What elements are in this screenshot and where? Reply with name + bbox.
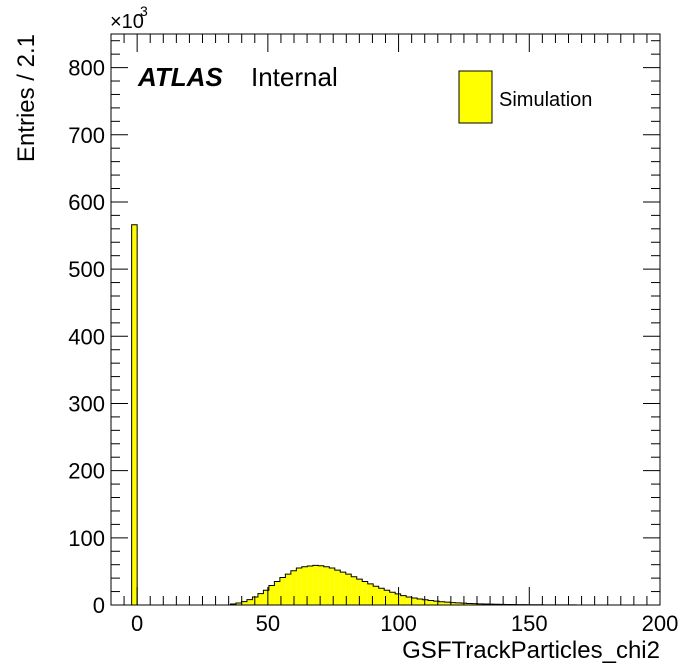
y-axis-ticks: 0 100 200 300 400 500 600 700 800	[68, 40, 660, 618]
histogram-bin	[312, 565, 319, 605]
x-axis-title: GSFTrackParticles_chi2	[402, 637, 660, 664]
atlas-label: ATLAS	[137, 62, 223, 92]
y-tick-label: 400	[68, 324, 105, 349]
y-axis-title: Entries / 2.1	[13, 34, 40, 162]
histogram-bin	[483, 603, 489, 605]
histogram-bin	[417, 598, 423, 605]
histogram-bin	[329, 568, 335, 605]
histogram-bin	[351, 576, 357, 605]
y-tick-label: 100	[68, 526, 105, 551]
histogram-bin	[345, 574, 352, 605]
histogram-bin	[378, 588, 385, 605]
x-tick-label: 200	[642, 611, 679, 636]
x-tick-label: 0	[131, 611, 143, 636]
histogram-bin	[268, 585, 275, 605]
y-axis-multiplier: ×10	[110, 11, 144, 33]
x-axis-ticks: 0 50 100 150 200	[110, 34, 679, 636]
histogram-bin	[323, 566, 330, 605]
histogram-bin	[422, 599, 429, 605]
y-tick-label: 0	[93, 593, 105, 618]
legend-swatch	[458, 70, 493, 124]
x-tick-label: 100	[380, 611, 417, 636]
internal-label: Internal	[251, 62, 338, 92]
histogram-bin	[241, 601, 247, 605]
histogram-bin	[230, 603, 236, 605]
histogram-bin	[406, 596, 412, 605]
histogram-bin	[428, 600, 434, 605]
histogram-bin	[367, 583, 374, 605]
histogram-bars	[131, 224, 577, 605]
histogram-bin	[450, 602, 456, 605]
legend: Simulation	[458, 70, 592, 124]
histogram-bin	[356, 579, 363, 605]
histogram-bin	[384, 590, 390, 605]
histogram-bin	[334, 570, 341, 605]
y-tick-label: 600	[68, 190, 105, 215]
y-tick-label: 800	[68, 56, 105, 81]
histogram-bin	[444, 602, 451, 605]
histogram-bin	[290, 570, 297, 605]
histogram-bin	[246, 599, 253, 605]
x-tick-label: 150	[511, 611, 548, 636]
y-tick-label: 500	[68, 257, 105, 282]
legend-entry-simulation: Simulation	[499, 89, 592, 111]
histogram-bin	[340, 572, 346, 605]
histogram-bin	[362, 581, 368, 605]
histogram-bin	[131, 224, 138, 605]
histogram-bin	[274, 581, 280, 605]
histogram-bin	[285, 574, 291, 605]
histogram-bin	[411, 597, 418, 605]
histogram-bin	[318, 565, 324, 605]
histogram-bin	[472, 603, 478, 605]
y-tick-label: 700	[68, 123, 105, 148]
histogram-bin	[395, 593, 401, 605]
histogram-bin	[466, 603, 473, 605]
x-tick-label: 50	[256, 611, 280, 636]
y-tick-label: 300	[68, 391, 105, 416]
histogram-bin	[263, 590, 269, 605]
histogram-bin	[307, 566, 313, 605]
histogram-bin	[433, 601, 440, 605]
histogram-bin	[477, 603, 484, 605]
y-axis-multiplier-exponent: 3	[140, 3, 148, 19]
histogram-bin	[439, 601, 445, 605]
histogram-bin	[279, 577, 286, 605]
histogram-bin	[296, 568, 302, 605]
histogram-bin	[455, 602, 462, 605]
histogram-bin	[389, 592, 396, 605]
histogram-bin	[400, 595, 407, 605]
y-tick-label: 200	[68, 459, 105, 484]
histogram-bin	[235, 602, 242, 605]
histogram-bin	[257, 593, 264, 605]
histogram-bin	[373, 586, 379, 605]
histogram-bin	[301, 566, 308, 605]
